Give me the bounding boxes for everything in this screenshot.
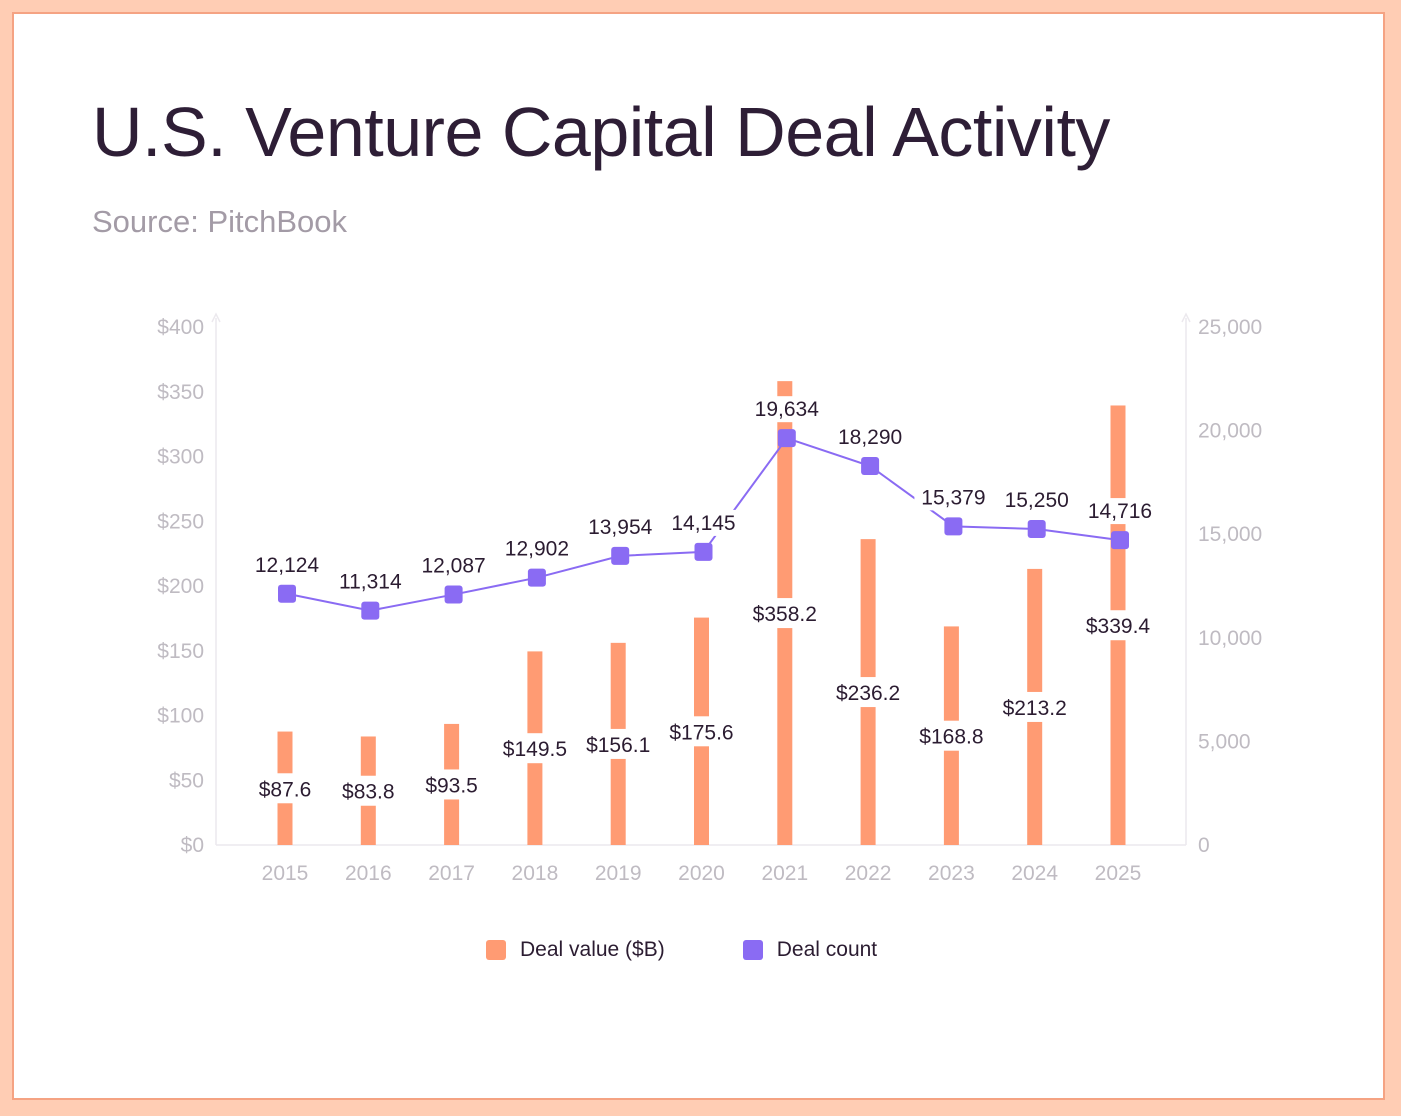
line-label-bg — [497, 535, 576, 562]
x-tick-label: 2023 — [928, 862, 975, 885]
bar-value-label: $175.6 — [669, 721, 733, 744]
bar-value-label: $156.1 — [586, 734, 650, 757]
x-tick-label: 2018 — [512, 862, 559, 885]
bar-label-bg — [493, 733, 576, 764]
y-left-tick-label: $100 — [157, 705, 204, 728]
bar-label-bg — [250, 773, 320, 804]
line-series-deal-count — [278, 429, 1129, 620]
bar-label-bg — [743, 598, 826, 629]
y-right-tick-label: 15,000 — [1198, 523, 1262, 546]
marker-deal-count[interactable] — [527, 568, 546, 587]
line-value-label: 12,902 — [505, 538, 569, 561]
line-label-bg — [664, 509, 743, 536]
y-axis-left-arrow — [211, 312, 221, 323]
y-right-tick-label: 0 — [1198, 834, 1210, 857]
line-label-bg — [581, 513, 660, 540]
legend-label-deal-count: Deal count — [776, 938, 878, 961]
y-left-tick-label: $200 — [157, 575, 204, 598]
bar-value-label: $236.2 — [836, 682, 900, 705]
marker-deal-count[interactable] — [1111, 531, 1129, 550]
y-left-tick-label: $150 — [157, 640, 204, 663]
x-tick-label: 2017 — [428, 862, 475, 885]
bar-value-label: $149.5 — [503, 738, 567, 761]
marker-deal-count[interactable] — [944, 517, 963, 536]
x-tick-label: 2022 — [845, 862, 892, 885]
line-value-label: 12,087 — [421, 555, 485, 578]
y-left-tick-label: $0 — [181, 834, 204, 857]
line-value-label: 14,145 — [671, 512, 735, 535]
y-left-tick-label: $400 — [157, 316, 204, 339]
x-tick-label: 2021 — [761, 862, 808, 885]
chart-axes: $0 $50 $100 $150 $200 $250 $300 $350 $400 0 5,000 1… — [157, 312, 1262, 885]
line-value-label: 11,314 — [339, 571, 402, 594]
x-tick-label: 2019 — [595, 862, 642, 885]
y-left-tick-label: $350 — [157, 381, 204, 404]
marker-deal-count[interactable] — [694, 542, 713, 561]
y-left-tick-label: $50 — [169, 769, 204, 792]
bar-label-bg — [660, 716, 743, 747]
x-tick-label: 2025 — [1095, 862, 1142, 885]
x-tick-label: 2016 — [345, 862, 392, 885]
legend-swatch-deal-value — [486, 940, 506, 960]
line-label-bg — [747, 396, 826, 423]
y-right-tick-label: 20,000 — [1198, 420, 1262, 443]
marker-deal-count[interactable] — [278, 584, 296, 603]
line-value-label: 15,379 — [921, 486, 985, 509]
bar-value-label: $358.2 — [753, 603, 817, 626]
data-labels: $87.6 $83.8 $93.5 $149.5 $156.1 $175.6 $358.2 $… — [248, 396, 1159, 806]
legend-item-deal-value[interactable]: Deal value ($B) — [486, 938, 665, 962]
legend-label-deal-value: Deal value ($B) — [520, 938, 665, 961]
line-label-bg — [831, 424, 910, 451]
bar-value-label: $339.4 — [1086, 615, 1151, 638]
bar-label-bg — [827, 677, 910, 708]
y-right-tick-label: 5,000 — [1198, 730, 1251, 753]
bar-label-bg — [993, 691, 1076, 722]
bar-value-label: $93.5 — [425, 774, 478, 797]
marker-deal-count[interactable] — [444, 585, 463, 604]
line-label-bg — [997, 487, 1076, 514]
bar-label-bg — [416, 769, 487, 800]
line-value-label: 14,716 — [1088, 500, 1152, 523]
bar-value-label: $213.2 — [1003, 697, 1067, 720]
legend-item-deal-count[interactable]: Deal count — [742, 938, 878, 962]
marker-deal-count[interactable] — [1027, 520, 1046, 539]
line-label-bg — [331, 568, 410, 595]
line-label-bg — [248, 551, 326, 578]
bar-value-label: $87.6 — [259, 778, 312, 801]
line-label-bg — [914, 484, 993, 511]
x-tick-label: 2015 — [262, 862, 309, 885]
bar-label-bg — [333, 775, 404, 806]
x-tick-label: 2020 — [678, 862, 725, 885]
marker-deal-count[interactable] — [611, 546, 630, 565]
x-tick-label: 2024 — [1011, 862, 1058, 885]
chart-legend: Deal value ($B) Deal count — [486, 938, 877, 962]
line-value-label: 19,634 — [755, 398, 820, 421]
bar-label-bg — [1077, 610, 1159, 641]
y-left-tick-label: $250 — [157, 510, 204, 533]
line-value-label: 13,954 — [588, 516, 653, 539]
line-label-bg — [1081, 498, 1159, 525]
line-value-label: 18,290 — [838, 426, 902, 449]
marker-deal-count[interactable] — [861, 457, 880, 476]
y-left-tick-label: $300 — [157, 446, 204, 469]
y-right-tick-label: 10,000 — [1198, 627, 1262, 650]
bar-value-label: $168.8 — [919, 726, 983, 749]
legend-swatch-deal-count — [742, 940, 763, 960]
line-value-label: 12,124 — [255, 554, 320, 577]
bar-label-bg — [910, 720, 993, 751]
line-value-label: 15,250 — [1005, 489, 1069, 512]
source-subtitle: Source: PitchBook — [92, 204, 348, 239]
bar-label-bg — [577, 728, 660, 759]
bar-series-deal-value — [277, 381, 1126, 845]
bar-value-label: $83.8 — [342, 781, 395, 804]
line-label-bg — [414, 552, 493, 579]
page-title: U.S. Venture Capital Deal Activity — [92, 93, 1110, 171]
y-right-tick-label: 25,000 — [1198, 316, 1262, 339]
y-axis-right-arrow — [1181, 312, 1191, 323]
marker-deal-count[interactable] — [361, 601, 380, 620]
marker-deal-count[interactable] — [777, 429, 796, 448]
